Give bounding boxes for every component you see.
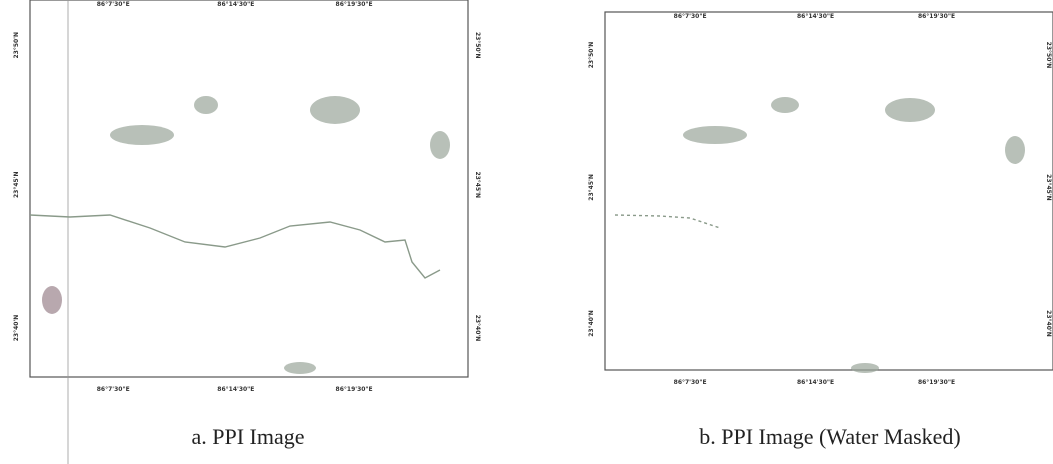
map-frame (29, 0, 469, 378)
panel-b-map (604, 11, 1053, 373)
vegetation-patch (194, 96, 218, 114)
vegetation-patch (430, 131, 450, 159)
top-coordinate-label: 86°7'30"E (97, 1, 130, 8)
bottom-coordinate-label: 86°14'30"E (797, 379, 834, 386)
vegetation-patch (683, 126, 747, 144)
top-coordinate-label: 86°7'30"E (674, 13, 707, 20)
water-body (42, 286, 62, 314)
right-coordinate-label: 23°40'N (1045, 310, 1052, 337)
vegetation-patch (1005, 136, 1025, 164)
caption: a. PPI Image (191, 424, 304, 449)
left-coordinate-label: 23°45'N (588, 174, 595, 201)
left-coordinate-label: 23°40'N (13, 315, 20, 342)
bottom-coordinate-label: 86°19'30"E (336, 386, 373, 393)
bottom-coordinate-label: 86°14'30"E (217, 386, 254, 393)
top-coordinate-label: 86°14'30"E (797, 13, 834, 20)
left-coordinate-label: 23°40'N (588, 310, 595, 337)
top-coordinate-label: 86°14'30"E (217, 1, 254, 8)
left-coordinate-label: 23°50'N (588, 42, 595, 69)
vegetation-patch (110, 125, 174, 145)
vegetation-patch (310, 96, 360, 124)
bottom-coordinate-label: 86°7'30"E (97, 386, 130, 393)
top-coordinate-label: 86°19'30"E (336, 1, 373, 8)
panel-a-map (29, 0, 469, 464)
bottom-coordinate-label: 86°19'30"E (918, 379, 955, 386)
left-coordinate-label: 23°45'N (13, 171, 20, 198)
map-frame (604, 11, 1053, 371)
right-coordinate-label: 23°45'N (474, 171, 481, 198)
top-coordinate-label: 86°19'30"E (918, 13, 955, 20)
river (614, 214, 721, 229)
right-coordinate-label: 23°45'N (1045, 174, 1052, 201)
left-coordinate-label: 23°50'N (13, 32, 20, 59)
vegetation-patch (851, 363, 879, 373)
river (29, 214, 441, 279)
right-coordinate-label: 23°50'N (474, 32, 481, 59)
right-coordinate-label: 23°40'N (474, 315, 481, 342)
vegetation-patch (284, 362, 316, 374)
vegetation-patch (771, 97, 799, 113)
bottom-coordinate-label: 86°7'30"E (674, 379, 707, 386)
right-coordinate-label: 23°50'N (1045, 42, 1052, 69)
vegetation-patch (885, 98, 935, 122)
caption: b. PPI Image (Water Masked) (699, 424, 961, 449)
